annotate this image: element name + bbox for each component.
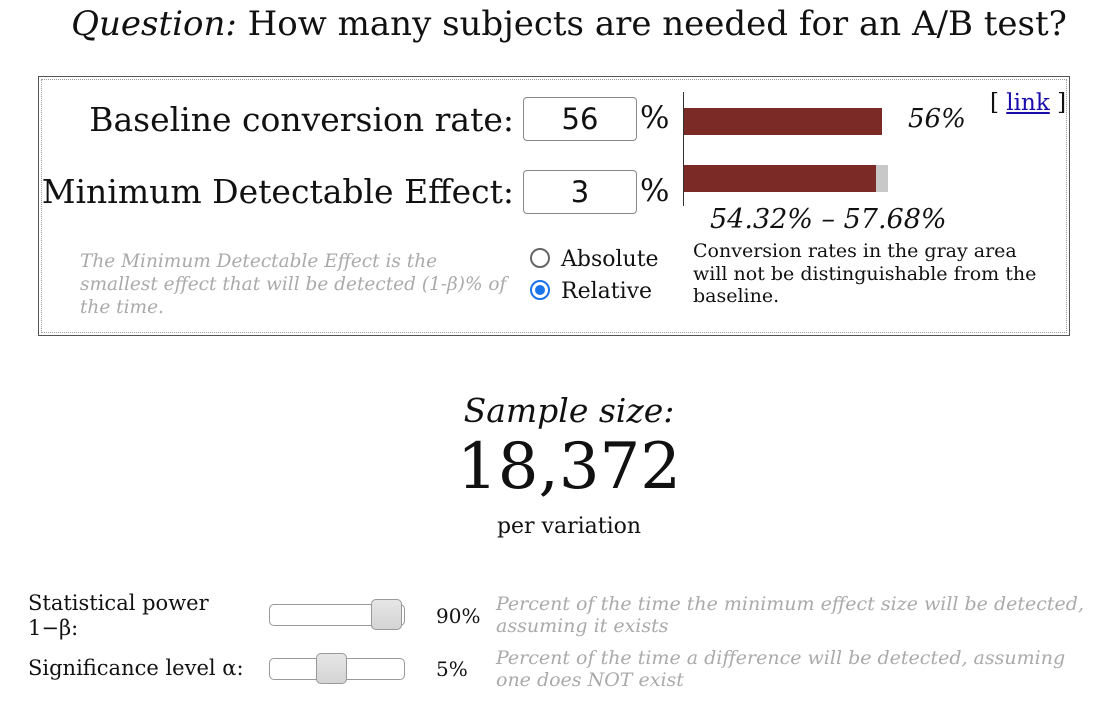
power-label-line2: 1−β: [28,616,79,640]
chart-axis [683,92,684,206]
title-prefix: Question: [71,4,237,44]
power-slider-thumb[interactable] [371,599,402,630]
sample-size-title: Sample size: [463,391,675,430]
alpha-slider-thumb[interactable] [316,653,347,684]
baseline-unit: % [640,100,670,136]
power-label: Statistical power 1−β: [28,591,209,641]
power-label-line1: Statistical power [28,591,209,615]
mde-lower-bar [684,165,877,192]
absolute-radio-label[interactable]: Absolute [561,247,659,272]
baseline-label: Baseline conversion rate: [89,100,514,139]
link-wrapper: [ link ] [990,90,1066,116]
range-text: 54.32% – 57.68% [710,204,947,235]
absolute-radio[interactable] [530,248,550,268]
mde-help-text: The Minimum Detectable Effect is the sma… [80,251,507,318]
relative-radio[interactable] [530,280,550,300]
mde-input[interactable]: 3 [523,170,637,214]
relative-radio-label[interactable]: Relative [561,279,653,304]
baseline-input[interactable]: 56 [523,97,637,141]
permalink[interactable]: link [1006,90,1050,116]
alpha-value: 5% [436,657,468,681]
link-close-bracket: ] [1049,90,1067,116]
link-open-bracket: [ [990,90,1007,116]
mde-label: Minimum Detectable Effect: [41,172,514,211]
mde-unit: % [640,173,670,209]
sample-size-unit: per variation [496,514,642,539]
gray-area-note: Conversion rates in the gray area will n… [693,240,1037,307]
sample-size-value: 18,372 [457,430,681,504]
page-title: Question: How many subjects are needed f… [0,4,1094,44]
alpha-label: Significance level α: [28,656,244,680]
power-help-text: Percent of the time the minimum effect s… [496,593,1084,637]
baseline-bar-label: 56% [908,104,966,134]
power-value: 90% [436,604,481,628]
input-panel [38,76,1070,336]
title-text: How many subjects are needed for an A/B … [247,4,1067,44]
baseline-bar [684,108,882,135]
alpha-help-text: Percent of the time a difference will be… [496,647,1066,691]
